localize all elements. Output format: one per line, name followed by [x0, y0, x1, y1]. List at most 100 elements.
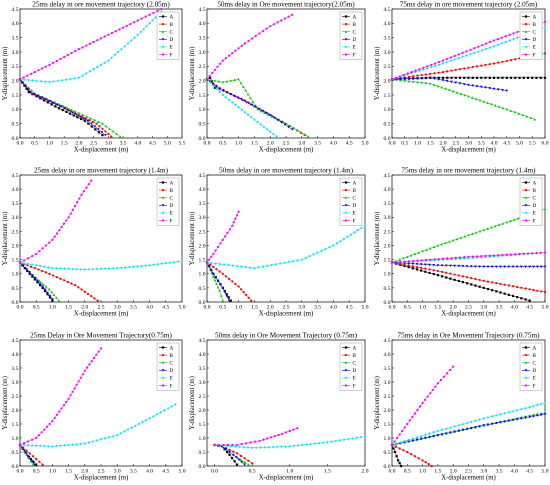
data-point — [272, 23, 275, 26]
data-point — [448, 240, 451, 243]
data-point — [463, 256, 466, 259]
data-point — [31, 438, 34, 441]
data-point — [56, 103, 59, 107]
data-point — [482, 279, 485, 282]
data-point — [276, 118, 279, 122]
data-point — [212, 84, 215, 87]
data-point — [486, 101, 489, 104]
data-point — [507, 284, 510, 287]
data-point — [490, 265, 494, 269]
data-point — [30, 265, 33, 268]
data-point — [216, 279, 220, 283]
data-point — [275, 135, 278, 138]
legend-label: F — [353, 218, 356, 224]
data-point — [251, 37, 254, 40]
data-point — [467, 66, 470, 69]
data-point — [288, 444, 291, 448]
data-point — [488, 40, 492, 44]
data-point — [22, 259, 26, 262]
data-point — [511, 294, 515, 298]
data-point — [424, 267, 427, 270]
data-point — [462, 83, 466, 86]
data-point — [287, 260, 291, 264]
data-point — [482, 100, 486, 103]
data-point — [301, 443, 304, 447]
data-point — [262, 438, 265, 441]
chart-panel-5: 50ms delay in ore movement trajectory (1… — [189, 167, 369, 318]
data-point — [403, 263, 406, 266]
data-point — [507, 410, 511, 414]
data-point — [536, 265, 539, 269]
data-point — [513, 110, 517, 114]
data-point — [216, 285, 220, 289]
data-point — [237, 210, 240, 213]
data-point — [71, 267, 74, 271]
data-point — [81, 113, 85, 117]
data-point — [539, 251, 542, 254]
data-point — [463, 235, 466, 238]
x-tick-label: 4.0 — [146, 469, 153, 475]
data-point — [426, 395, 429, 398]
y-tick-label: 0.0 — [199, 300, 206, 306]
plot-frame — [19, 8, 183, 139]
data-point — [125, 24, 128, 27]
legend-label: A — [533, 14, 537, 20]
data-point — [347, 437, 350, 441]
series-line — [206, 225, 366, 269]
data-point — [392, 447, 395, 450]
data-point — [208, 75, 211, 78]
data-point — [164, 261, 168, 265]
x-tick-label: 5.0 — [362, 305, 369, 311]
legend-label: E — [353, 211, 356, 217]
x-tick-label: 1.5 — [427, 141, 434, 147]
data-point — [437, 71, 440, 74]
data-point — [32, 460, 35, 463]
data-point — [23, 84, 27, 88]
data-point — [280, 19, 283, 22]
x-tick-label: 0.5 — [404, 305, 411, 311]
data-point — [445, 57, 449, 61]
data-point — [428, 82, 432, 85]
series-line — [391, 21, 546, 80]
data-point — [231, 443, 234, 447]
data-point — [38, 279, 41, 282]
data-point — [533, 117, 537, 121]
data-point — [229, 299, 232, 302]
data-point — [490, 414, 494, 418]
data-point — [291, 13, 294, 16]
data-point — [242, 445, 245, 449]
data-point — [77, 111, 81, 115]
data-point — [176, 260, 180, 264]
data-point — [471, 76, 474, 79]
data-point — [399, 260, 402, 263]
y-tick-label: 3.0 — [384, 215, 391, 221]
data-point — [232, 221, 235, 224]
data-point — [426, 65, 429, 68]
data-point — [78, 197, 81, 200]
data-point — [81, 373, 84, 376]
y-tick-label: 3.0 — [12, 50, 19, 56]
y-tick-label: 0.0 — [199, 136, 206, 142]
data-point — [496, 38, 500, 41]
data-point — [244, 265, 247, 269]
data-point — [503, 411, 506, 415]
data-point — [501, 76, 504, 79]
data-point — [316, 251, 319, 255]
data-point — [470, 277, 473, 280]
data-point — [37, 69, 40, 72]
data-point — [235, 452, 239, 455]
y-tick-label: 1.0 — [199, 436, 206, 442]
data-point — [453, 424, 456, 428]
data-point — [28, 271, 32, 274]
data-point — [247, 39, 250, 43]
data-point — [413, 455, 417, 458]
data-point — [129, 22, 132, 26]
x-tick-label: 1.0 — [419, 469, 426, 475]
data-point — [424, 433, 427, 437]
data-point — [113, 53, 117, 57]
data-point — [214, 262, 217, 265]
data-point — [421, 401, 424, 405]
data-point — [441, 59, 445, 62]
data-point — [76, 201, 79, 204]
data-point — [219, 294, 223, 297]
